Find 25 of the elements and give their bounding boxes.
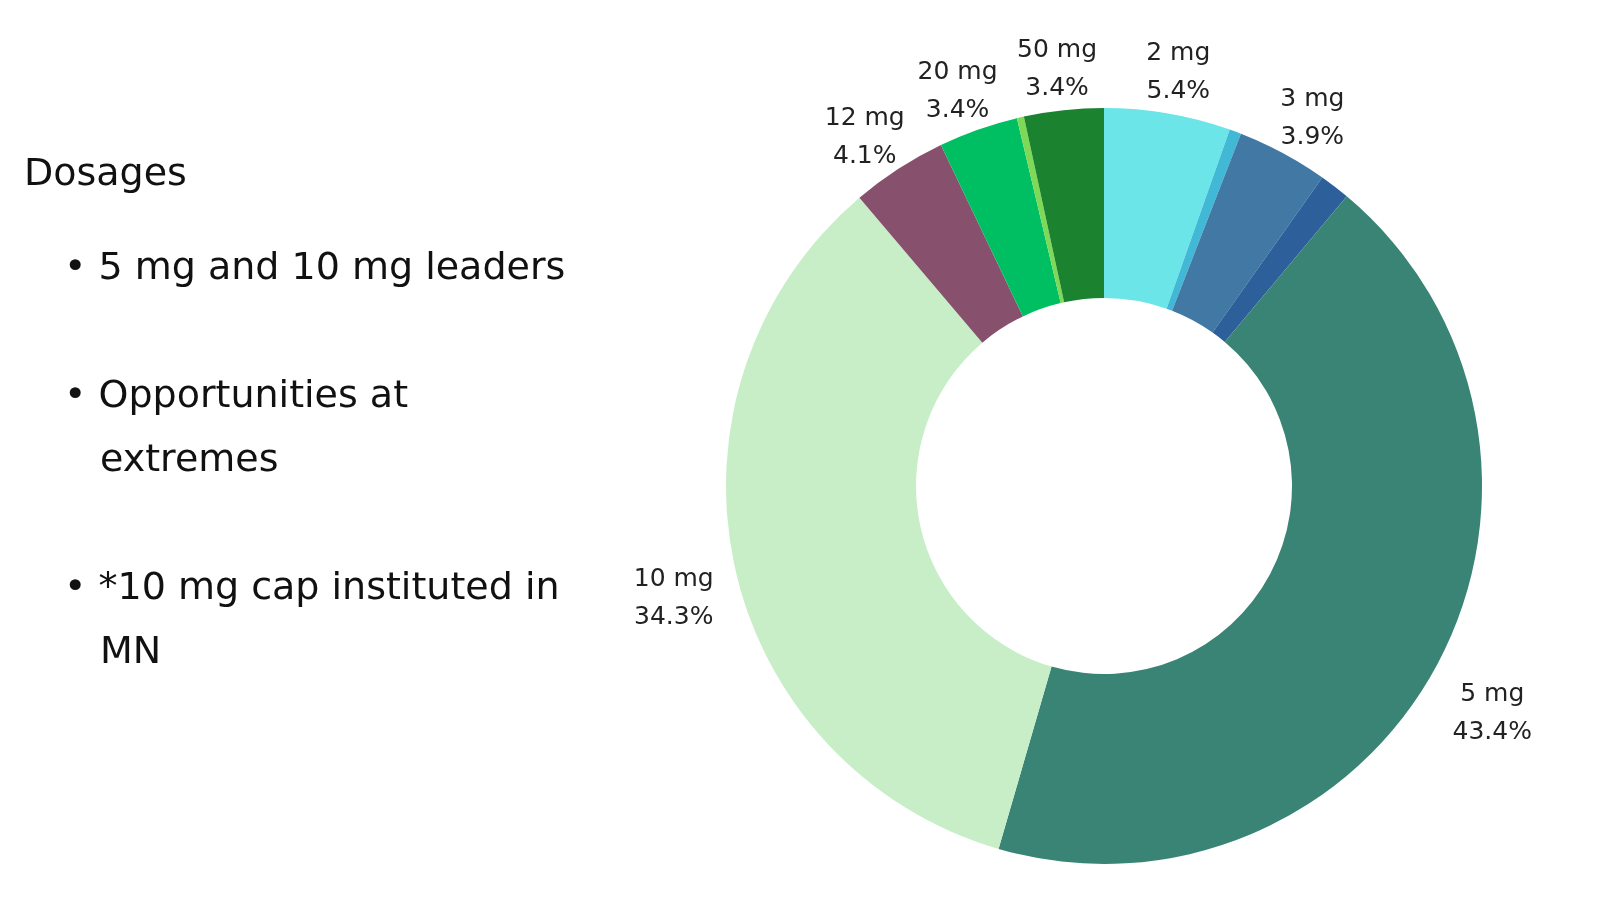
- donut-slice: [1016, 116, 1065, 304]
- data-label: 34.3%: [634, 600, 714, 630]
- text: • *10 mg cap instituted in MN: [64, 563, 561, 674]
- data-label: 43.4%: [1452, 716, 1532, 746]
- slice-label: 12 mg: [824, 101, 905, 131]
- text: • 5 mg and 10 mg leaders: [64, 243, 567, 290]
- text: • Opportunities at extremes: [64, 371, 410, 482]
- donut-slice: [1166, 129, 1241, 311]
- data-label: 3.4%: [925, 94, 990, 124]
- text: Dosages: [24, 150, 188, 194]
- donut-slice: [1212, 177, 1347, 342]
- data-label: 5.4%: [1146, 75, 1211, 105]
- donut-slice: [1023, 108, 1104, 303]
- slice-label: 5 mg: [1460, 678, 1525, 708]
- data-label: 3.9%: [1280, 121, 1345, 151]
- donut-slice: [940, 118, 1061, 317]
- slice-label: 50 mg: [1017, 33, 1098, 63]
- slice-label: 2 mg: [1146, 37, 1211, 67]
- data-label: 3.4%: [1025, 71, 1089, 101]
- slice-label: 3 mg: [1280, 83, 1345, 113]
- donut-slice: [726, 197, 1052, 849]
- slice-label: 20 mg: [917, 56, 998, 86]
- slice-label: 10 mg: [633, 562, 714, 592]
- data-label: 4.1%: [832, 139, 897, 169]
- donut-slice: [1104, 108, 1230, 309]
